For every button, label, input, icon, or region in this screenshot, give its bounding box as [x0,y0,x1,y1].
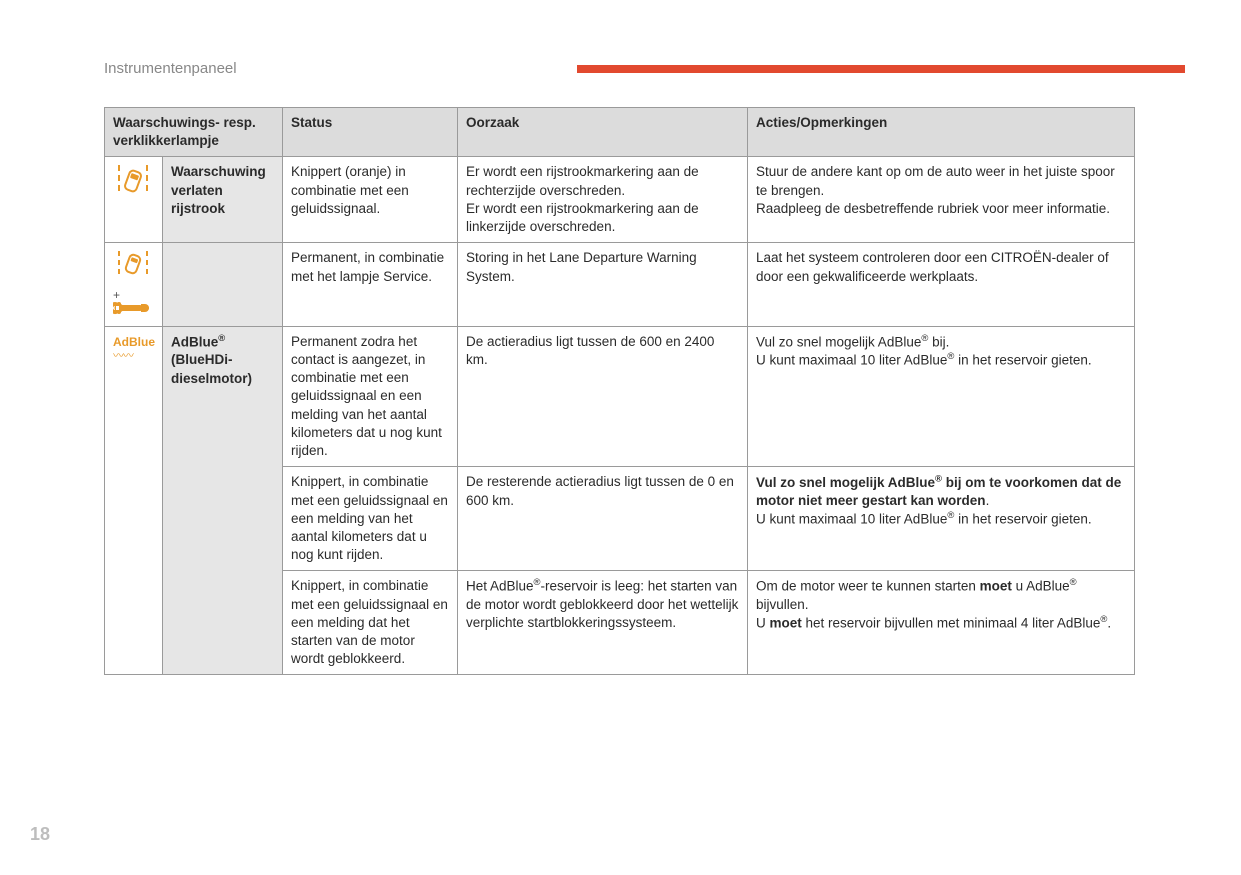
page-number: 18 [30,824,50,845]
status-cell: Permanent, in combinatie met het lampje … [283,243,458,326]
action-cell: Stuur de andere kant op om de auto weer … [748,157,1135,243]
col-cause: Oorzaak [458,108,748,157]
action-cell: Vul zo snel mogelijk AdBlue® bij om te v… [748,467,1135,571]
cause-cell: De actieradius ligt tussen de 600 en 240… [458,326,748,467]
col-lamp: Waarschuwings- resp. verklikkerlampje [105,108,283,157]
warning-table: Waarschuwings- resp. verklikkerlampje St… [104,107,1135,675]
table-row: Waarschuwing verlaten rijstrook Knippert… [105,157,1135,243]
action-cell: Om de motor weer te kunnen starten moet … [748,571,1135,675]
table-row: + Permanent, in combinatie met het lampj… [105,243,1135,326]
col-action: Acties/Opmerkingen [748,108,1135,157]
lamp-name: Waarschuwing verlaten rijstrook [163,157,283,243]
lamp-name: AdBlue® (BlueHDi-dieselmotor) [163,326,283,675]
accent-bar [577,65,1185,73]
table-header-row: Waarschuwings- resp. verklikkerlampje St… [105,108,1135,157]
lane-departure-service-icon: + [105,243,163,326]
cause-cell: Er wordt een rijstrookmarkering aan de r… [458,157,748,243]
status-cell: Knippert (oranje) in combinatie met een … [283,157,458,243]
cause-cell: De resterende actieradius ligt tussen de… [458,467,748,571]
cause-cell: Storing in het Lane Departure Warning Sy… [458,243,748,326]
adblue-icon: AdBlue 〰〰 [105,326,163,675]
lamp-name [163,243,283,326]
status-cell: Knippert, in combinatie met een geluidss… [283,571,458,675]
cause-cell: Het AdBlue®-reservoir is leeg: het start… [458,571,748,675]
col-status: Status [283,108,458,157]
lane-departure-icon [105,157,163,243]
wrench-icon [113,301,153,315]
action-cell: Vul zo snel mogelijk AdBlue® bij.U kunt … [748,326,1135,467]
action-cell: Laat het systeem controleren door een CI… [748,243,1135,326]
plus-icon: + [113,289,154,301]
section-title: Instrumentenpaneel [104,60,237,77]
table-row: AdBlue 〰〰 AdBlue® (BlueHDi-dieselmotor) … [105,326,1135,467]
status-cell: Permanent zodra het contact is aangezet,… [283,326,458,467]
status-cell: Knippert, in combinatie met een geluidss… [283,467,458,571]
